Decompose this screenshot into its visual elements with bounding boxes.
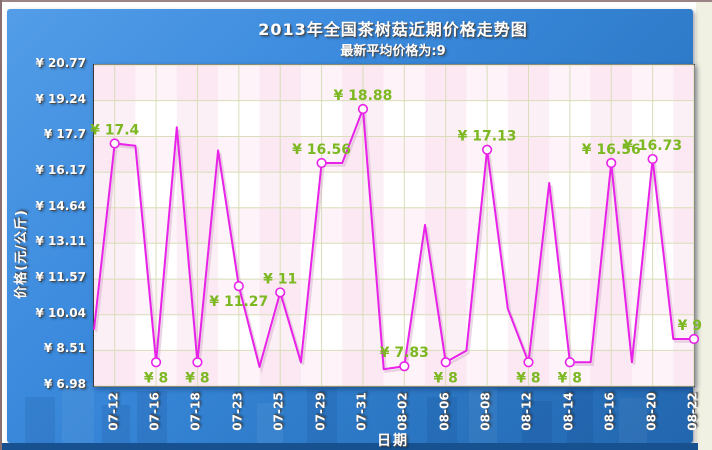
data-point-label: ¥ 7.83: [380, 345, 429, 361]
plot-row-band: [94, 136, 694, 173]
x-tick-label: 07-29: [313, 392, 328, 431]
data-point-label: ¥ 8: [185, 370, 209, 386]
data-point-label: ¥ 11: [263, 271, 297, 287]
plot-row-band: [94, 279, 694, 315]
y-tick-label: ¥ 14.64: [35, 198, 86, 213]
data-point-label: ¥ 17.13: [458, 129, 517, 145]
price-line-shadow: [94, 111, 696, 375]
y-tick-label: ¥ 11.57: [35, 270, 86, 285]
data-point-label: ¥ 17.4: [90, 122, 139, 138]
price-line: [93, 108, 694, 371]
x-tick-label: 08-16: [602, 392, 617, 431]
data-point-marker[interactable]: [275, 287, 286, 298]
data-point-marker[interactable]: [523, 357, 534, 368]
chart-title: 2013年全国茶树菇近期价格走势图: [258, 20, 528, 39]
frame-left-border: [0, 0, 2, 450]
data-point-label: ¥ 8: [516, 370, 540, 386]
watermark-bar: [62, 383, 94, 443]
x-tick-label: 07-31: [354, 392, 369, 431]
watermark-bar: [427, 397, 457, 443]
x-tick-label: 08-20: [644, 392, 659, 431]
data-point-marker[interactable]: [482, 144, 493, 155]
data-point-label: ¥ 16.56: [292, 142, 351, 158]
data-point-marker[interactable]: [606, 157, 617, 169]
data-point-label: ¥ 16.73: [623, 138, 682, 154]
watermark-bar: [137, 391, 167, 443]
plot-row-band: [94, 207, 694, 244]
data-point-marker[interactable]: [109, 138, 120, 149]
y-tick-label: ¥ 6.98: [43, 377, 86, 391]
x-tick-label: 08-12: [519, 392, 534, 431]
data-point-label: ¥ 18.88: [334, 88, 393, 104]
watermark-bar: [522, 401, 552, 443]
data-point-marker[interactable]: [150, 357, 162, 368]
x-tick-label: 07-25: [271, 392, 286, 431]
watermark-bar: [25, 397, 55, 443]
watermark-bar: [307, 388, 337, 443]
x-tick-label: 08-02: [395, 392, 410, 431]
data-point-marker[interactable]: [399, 361, 410, 372]
data-point-marker[interactable]: [688, 333, 700, 345]
chart-subtitle: 最新平均价格为:9: [340, 44, 446, 59]
data-point-marker[interactable]: [316, 157, 327, 169]
data-point-marker[interactable]: [233, 281, 244, 292]
watermark-bar: [257, 403, 283, 443]
x-tick-label: 08-06: [437, 392, 452, 431]
y-tick-label: ¥ 19.24: [35, 91, 86, 106]
watermark-bar: [567, 388, 593, 443]
x-tick-label: 07-16: [147, 392, 162, 431]
data-point-label: ¥ 9: [678, 318, 702, 334]
data-point-marker[interactable]: [564, 357, 575, 368]
y-tick-label: ¥ 13.11: [35, 234, 86, 249]
x-tick-label: 08-08: [478, 392, 493, 431]
data-point-label: ¥ 11.27: [209, 294, 268, 310]
y-tick-label: ¥ 17.7: [43, 127, 86, 142]
x-tick-label: 07-23: [230, 392, 245, 431]
plot-row-band: [94, 65, 694, 101]
data-point-marker[interactable]: [357, 103, 369, 115]
data-point-label: ¥ 16.56: [582, 142, 641, 158]
y-tick-label: ¥ 10.04: [35, 305, 86, 320]
y-tick-label: ¥ 16.17: [35, 163, 86, 178]
data-point-label: ¥ 8: [144, 370, 168, 386]
data-point-marker[interactable]: [440, 357, 451, 368]
watermark-bar: [619, 398, 647, 443]
plot-column-band: [673, 65, 694, 386]
panel-bottom-strip: [0, 443, 698, 450]
watermark-bar: [102, 405, 130, 443]
data-point-label: ¥ 8: [434, 370, 458, 386]
price-line-chart: ¥ 17.4 ¥ 8 ¥ 8 ¥ 11.27 ¥ 11 ¥ 16.56 ¥ 18.88 ¥ 7…: [90, 64, 702, 387]
x-axis-title: 日期: [377, 433, 409, 449]
y-tick-label: ¥ 8.51: [43, 341, 86, 356]
data-point-marker[interactable]: [647, 153, 658, 165]
y-tick-label: ¥ 20.77: [35, 56, 86, 70]
x-tick-label: 07-18: [188, 392, 203, 431]
x-tick-label: 07-12: [106, 392, 121, 431]
watermark-bar: [469, 381, 497, 443]
x-tick-label: 08-14: [561, 392, 576, 431]
x-tick-label: 08-22: [685, 392, 700, 431]
plot-area: ¥ 17.4 ¥ 8 ¥ 8 ¥ 11.27 ¥ 11 ¥ 16.56 ¥ 18.88 ¥ 7…: [90, 64, 702, 387]
frame-top-border: [0, 0, 712, 2]
data-point-marker[interactable]: [192, 357, 203, 368]
data-point-label: ¥ 8: [558, 370, 582, 386]
